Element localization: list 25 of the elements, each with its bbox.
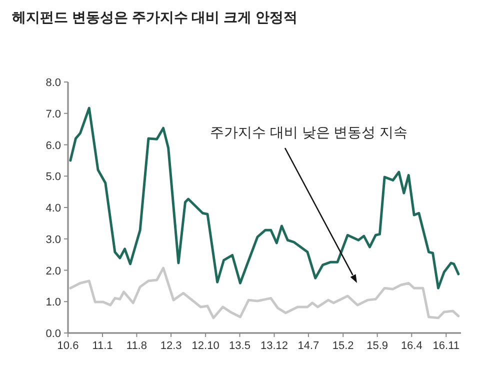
x-tick-label: 16.4 [400, 340, 422, 352]
y-tick-label: 5.0 [46, 171, 61, 184]
y-tick-label: 2.0 [46, 265, 61, 278]
x-tick-label: 14.7 [298, 340, 320, 352]
x-tick-label: 16.11 [432, 340, 460, 352]
y-tick-label: 7.0 [46, 108, 61, 120]
x-tick-label: 13.12 [260, 340, 288, 352]
chart-title: 헤지펀드 변동성은 주가지수 대비 크게 안정적 [12, 9, 298, 25]
x-tick-label: 12.10 [192, 340, 220, 352]
x-tick-label: 12.3 [160, 340, 182, 352]
x-tick-label: 15.2 [332, 340, 354, 352]
x-tick-label: 11.1 [92, 340, 113, 352]
y-tick-label: 6.0 [46, 140, 61, 152]
y-tick-label: 8.0 [46, 77, 61, 89]
x-tick-label: 10.6 [57, 340, 79, 352]
y-tick-label: 1.0 [46, 296, 61, 309]
y-tick-label: 3.0 [46, 234, 61, 246]
x-tick-label: 11.8 [126, 340, 147, 352]
y-tick-label: 0.0 [46, 328, 61, 340]
x-tick-label: 15.9 [366, 340, 388, 352]
x-tick-label: 13.5 [229, 340, 250, 352]
line-series [69, 266, 460, 320]
line-series [69, 106, 460, 290]
y-tick-label: 4.0 [46, 202, 61, 214]
annotation: 주가지수 대비 낮은 변동성 지속 [210, 124, 408, 140]
